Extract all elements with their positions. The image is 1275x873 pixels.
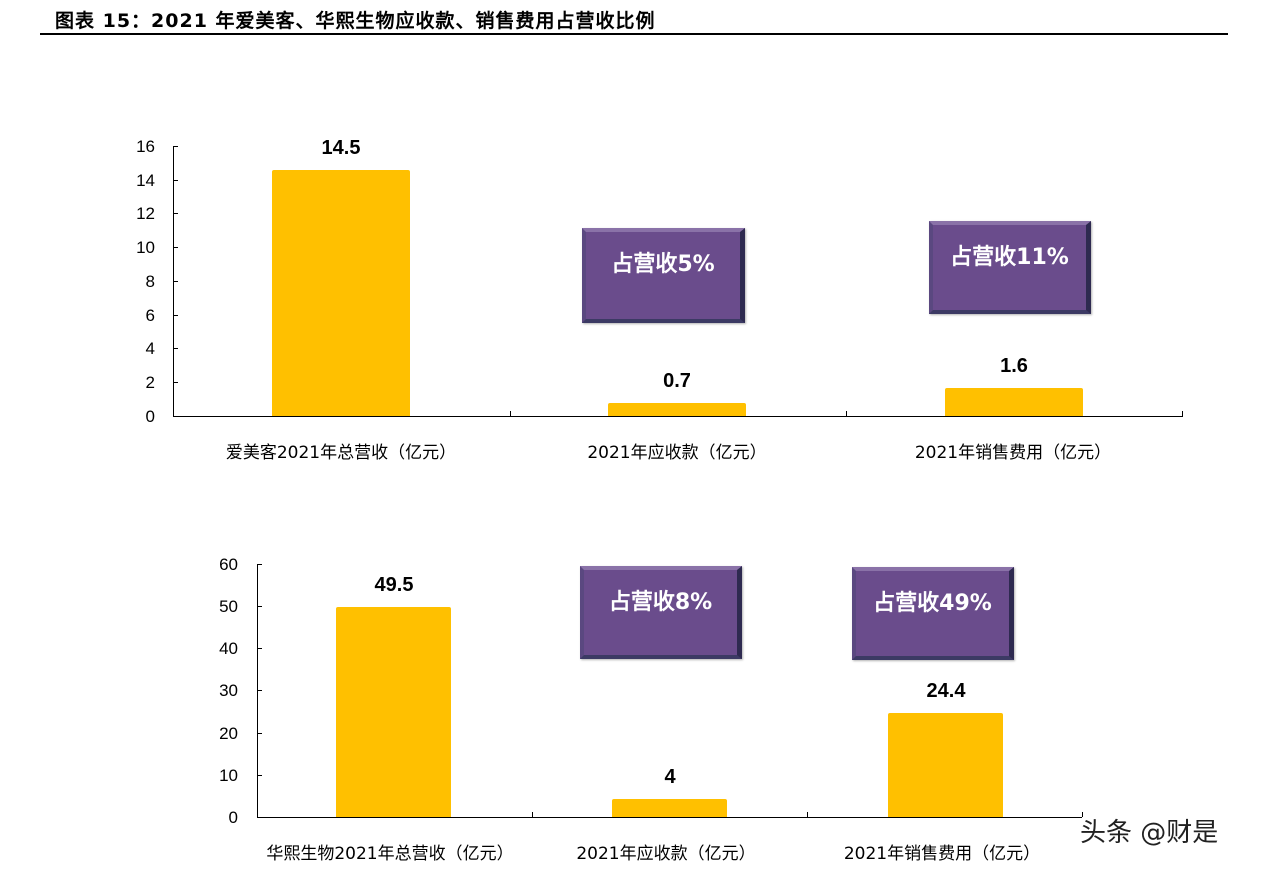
- y-tick: [257, 606, 262, 607]
- category-label: 2021年应收款（亿元）: [576, 844, 756, 864]
- y-tick-label: 16: [136, 137, 155, 156]
- x-axis: [173, 416, 1183, 417]
- x-tick: [1082, 812, 1083, 817]
- y-tick-label: 4: [145, 339, 155, 358]
- figure-title: 图表 15：2021 年爱美客、华熙生物应收款、销售费用占营收比例: [55, 10, 656, 32]
- bar-receivables: [612, 799, 727, 817]
- category-label: 爱美客2021年总营收（亿元）: [225, 443, 457, 463]
- y-tick-label: 40: [219, 639, 238, 658]
- y-tick-label: 12: [136, 204, 155, 223]
- bar-total-revenue: [272, 170, 410, 416]
- bar-sales-expense: [888, 713, 1003, 817]
- y-tick: [173, 382, 178, 383]
- bar-receivables: [608, 403, 746, 416]
- y-axis: [257, 564, 258, 818]
- callout-sales-expense-ratio: 占营收49%: [852, 567, 1014, 660]
- y-tick-label: 20: [219, 724, 238, 743]
- y-tick: [173, 146, 178, 147]
- value-label: 4: [664, 766, 676, 788]
- y-tick-label: 6: [145, 306, 155, 325]
- y-tick: [257, 648, 262, 649]
- x-tick: [1182, 411, 1183, 416]
- x-tick: [532, 812, 533, 817]
- y-tick: [173, 247, 178, 248]
- x-tick: [846, 411, 847, 416]
- y-tick: [173, 348, 178, 349]
- bar-total-revenue: [336, 607, 451, 817]
- y-tick-label: 0: [145, 407, 155, 426]
- watermark: 头条 @财是: [1080, 818, 1219, 848]
- y-tick-label: 8: [145, 272, 155, 291]
- value-label: 49.5: [374, 574, 414, 596]
- y-tick-label: 2: [145, 373, 155, 392]
- y-tick-label: 30: [219, 681, 238, 700]
- value-label: 14.5: [321, 137, 361, 159]
- y-tick-label: 14: [136, 171, 155, 190]
- category-label: 华熙生物2021年总营收（亿元）: [266, 844, 514, 864]
- callout-receivables-ratio: 占营收5%: [582, 228, 745, 323]
- y-tick-label: 10: [136, 238, 155, 257]
- y-tick: [173, 213, 178, 214]
- y-tick-label: 0: [228, 808, 238, 827]
- value-label: 1.6: [1000, 355, 1028, 377]
- x-axis: [257, 817, 1082, 818]
- x-tick: [807, 812, 808, 817]
- value-label: 24.4: [926, 680, 966, 702]
- y-tick: [173, 281, 178, 282]
- category-label: 2021年销售费用（亿元）: [843, 844, 1041, 864]
- x-tick: [510, 411, 511, 416]
- title-divider: [40, 33, 1228, 35]
- y-tick-label: 60: [219, 555, 238, 574]
- value-label: 0.7: [663, 370, 691, 392]
- callout-receivables-ratio: 占营收8%: [580, 566, 742, 659]
- y-tick: [257, 817, 262, 818]
- y-tick: [257, 733, 262, 734]
- y-tick: [257, 775, 262, 776]
- y-tick: [257, 690, 262, 691]
- y-tick-label: 50: [219, 597, 238, 616]
- y-tick: [173, 416, 178, 417]
- category-label: 2021年应收款（亿元）: [587, 443, 767, 463]
- y-tick: [173, 315, 178, 316]
- y-tick: [257, 564, 262, 565]
- callout-sales-expense-ratio: 占营收11%: [929, 221, 1091, 314]
- y-tick: [173, 180, 178, 181]
- y-tick-label: 10: [219, 766, 238, 785]
- category-label: 2021年销售费用（亿元）: [914, 443, 1112, 463]
- bar-sales-expense: [945, 388, 1083, 416]
